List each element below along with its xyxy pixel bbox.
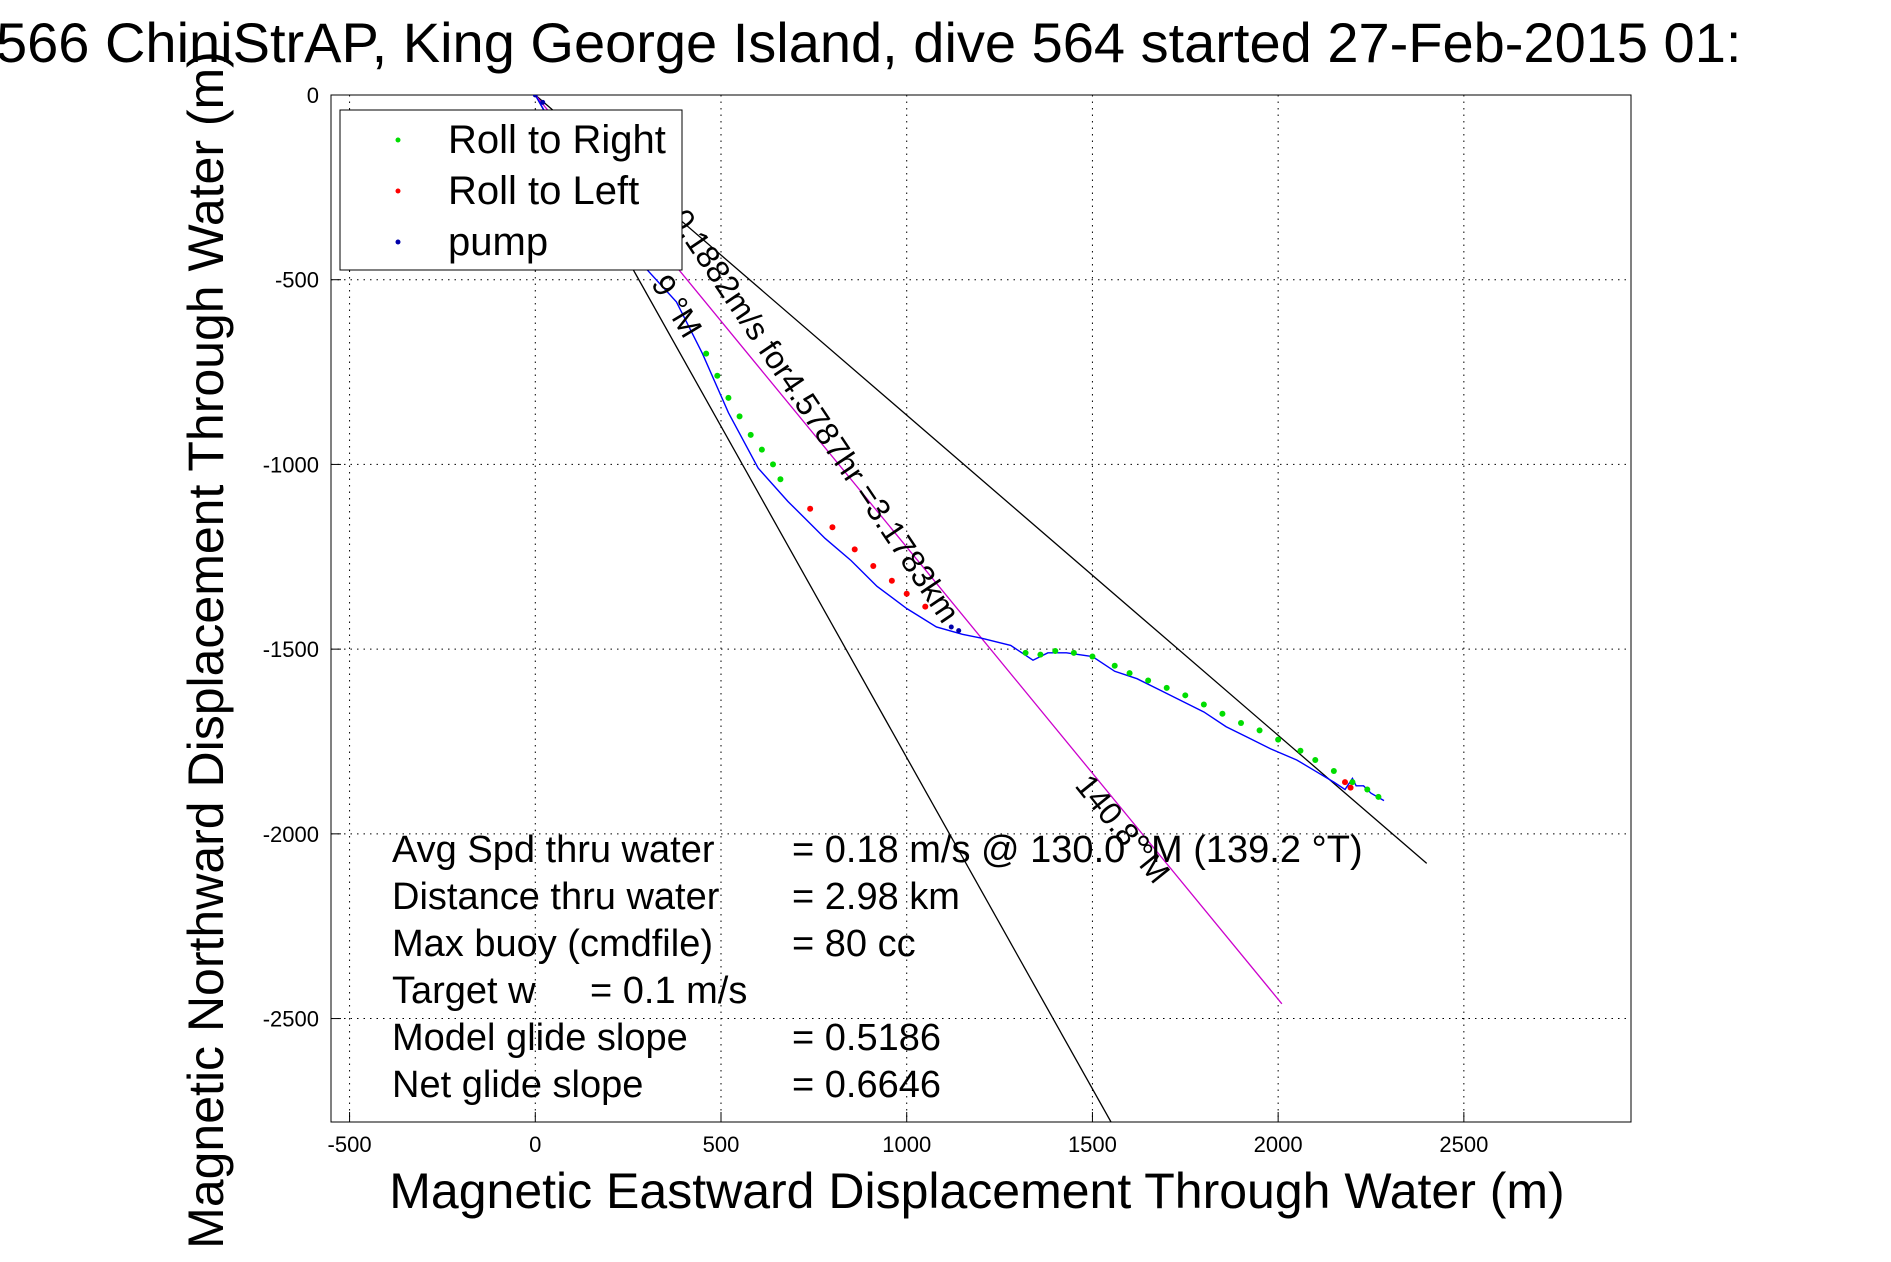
roll-right-point — [1126, 670, 1133, 677]
legend-marker — [395, 239, 401, 245]
x-tick-label: 2000 — [1254, 1132, 1303, 1157]
roll-right-point — [1256, 727, 1263, 734]
roll-right-point — [1111, 662, 1118, 669]
roll-right-point — [1275, 736, 1282, 743]
roll-right-point — [1312, 756, 1319, 763]
roll-left-point — [888, 577, 895, 584]
roll-right-point — [770, 461, 776, 468]
roll-right-point — [1375, 793, 1382, 800]
x-tick-label: -500 — [328, 1132, 372, 1157]
roll-right-point — [1200, 701, 1207, 708]
y-tick-label: -1000 — [263, 452, 319, 477]
roll-left-point — [829, 524, 836, 531]
legend-label: Roll to Right — [448, 118, 666, 162]
annotation-value: = 0.6646 — [792, 1064, 941, 1106]
roll-right-point — [758, 446, 765, 453]
tick-labels: -500 0 500 1000 1500 2000 2500 0 -500 -1000 -1500 -… — [263, 83, 1489, 1157]
x-tick-label: 0 — [529, 1132, 541, 1157]
upper-bound-line — [534, 95, 1428, 864]
roll-left-point — [1342, 779, 1348, 786]
x-tick-label: 1000 — [882, 1132, 931, 1157]
roll-left-point — [807, 505, 814, 512]
roll-right-point — [1330, 768, 1337, 775]
roll-right-point — [1037, 651, 1044, 658]
y-tick-label: -500 — [275, 268, 319, 293]
roll-right-point — [1070, 649, 1077, 656]
pump-point — [532, 95, 538, 98]
legend: Roll to Right Roll to Left pump — [339, 109, 683, 271]
roll-right-point — [725, 394, 732, 401]
roll-right-point — [703, 350, 710, 357]
stats-annotations: Avg Spd thru water = 0.18 m/s @ 130.0 °M … — [392, 829, 1363, 1106]
roll-right-point — [1219, 710, 1226, 717]
roll-right-point — [736, 413, 743, 420]
roll-left-point — [922, 603, 929, 610]
roll-right-point — [1297, 747, 1304, 754]
pump-point — [948, 624, 954, 630]
legend-label: Roll to Left — [448, 169, 639, 213]
pump-point — [540, 99, 546, 105]
roll-right-point — [714, 372, 721, 379]
annotation-label: Avg Spd thru water — [392, 829, 715, 871]
roll-right-point — [1349, 779, 1356, 786]
annotation-label: Distance thru water — [392, 876, 720, 918]
roll-right-point — [747, 431, 754, 438]
marker-layer — [532, 95, 1382, 800]
roll-right-point — [1052, 647, 1059, 654]
x-axis-label: Magnetic Eastward Displacement Through W… — [389, 1163, 1564, 1219]
pump-point — [956, 628, 962, 634]
roll-left-point — [1347, 784, 1354, 791]
track-layer — [534, 95, 1385, 802]
roll-left-point — [851, 546, 858, 553]
legend-label: pump — [448, 220, 548, 264]
annotation-value: = 0.1 m/s — [590, 970, 747, 1012]
annotation-value: = 80 cc — [792, 923, 916, 965]
annotation-label: Net glide slope — [392, 1064, 643, 1106]
roll-right-point — [1364, 786, 1371, 793]
roll-right-point — [1089, 653, 1096, 660]
x-tick-label: 1500 — [1068, 1132, 1117, 1157]
annotation-value: = 0.18 m/s @ 130.0 °M (139.2 °T) — [792, 829, 1363, 871]
roll-right-point — [1182, 692, 1189, 699]
roll-right-point — [1145, 677, 1152, 684]
y-tick-label: -2500 — [263, 1007, 319, 1032]
x-tick-label: 2500 — [1439, 1132, 1488, 1157]
legend-marker — [395, 137, 401, 143]
x-tick-label: 500 — [703, 1132, 740, 1157]
annotation-label: Model glide slope — [392, 1017, 688, 1059]
y-axis-label: Magnetic Northward Displacement Through … — [178, 51, 234, 1249]
legend-items: Roll to Right Roll to Left pump — [395, 118, 666, 264]
roll-right-point — [1163, 684, 1170, 691]
roll-right-point — [1238, 720, 1244, 727]
roll-left-point — [903, 590, 910, 597]
figure-title: 566 ChiniStrAP, King George Island, dive… — [0, 11, 1741, 74]
legend-marker — [395, 188, 401, 194]
roll-right-point — [777, 476, 784, 483]
glider-track-line — [534, 95, 1385, 802]
annotation-label: Target w — [392, 970, 536, 1012]
annotation-label: Max buoy (cmdfile) — [392, 923, 713, 965]
annotation-value: = 0.5186 — [792, 1017, 941, 1059]
roll-right-point — [1022, 649, 1029, 656]
annotation-value: = 2.98 km — [792, 876, 960, 918]
y-tick-label: -2000 — [263, 822, 319, 847]
y-tick-label: 0 — [307, 83, 319, 108]
roll-left-point — [870, 563, 877, 570]
y-tick-label: -1500 — [263, 637, 319, 662]
